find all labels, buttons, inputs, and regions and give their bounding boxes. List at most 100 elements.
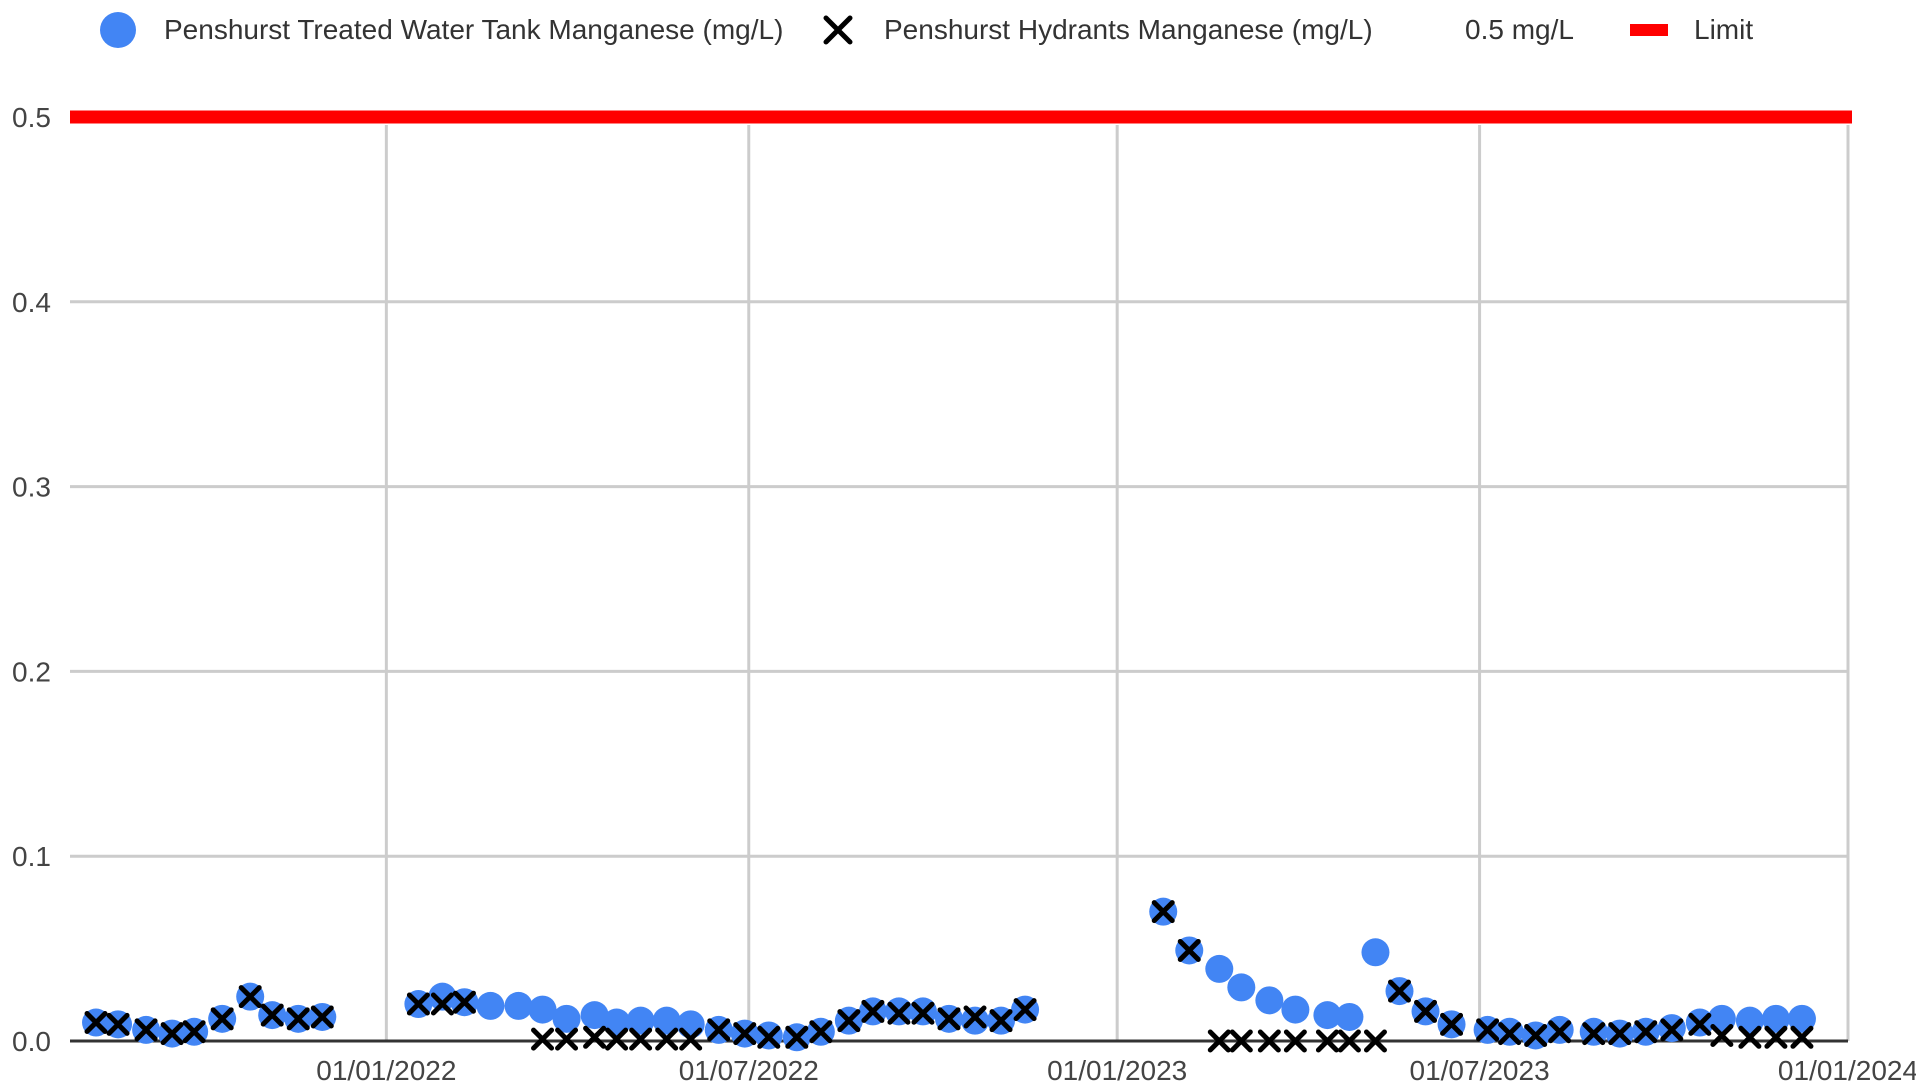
hydrant-point <box>1608 1022 1632 1046</box>
hydrant-point <box>1582 1022 1606 1046</box>
hydrant-point <box>785 1025 809 1049</box>
hydrant-point <box>84 1011 108 1035</box>
hydrant-point <box>1790 1025 1814 1049</box>
legend-label-hydrants: Penshurst Hydrants Manganese (mg/L) <box>884 14 1373 45</box>
x-tick-label: 01/01/2022 <box>316 1055 456 1086</box>
tank-point <box>626 1006 655 1035</box>
y-tick-label: 0.1 <box>12 841 51 872</box>
tank-point <box>528 995 557 1024</box>
legend: Penshurst Treated Water Tank Manganese (… <box>0 8 1916 52</box>
tank-point <box>1227 973 1256 1002</box>
hydrant-point <box>1363 1029 1387 1053</box>
hydrant-point <box>605 1027 629 1051</box>
tank-point <box>1205 954 1234 983</box>
hydrant-point <box>210 1007 234 1031</box>
hydrant-point <box>1013 998 1037 1022</box>
y-tick-label: 0.2 <box>12 656 51 687</box>
legend-label-limit: Limit <box>1694 14 1754 45</box>
tank-point <box>504 991 533 1020</box>
hydrant-point <box>452 990 476 1014</box>
hydrant-point <box>707 1018 731 1042</box>
legend-item-limit[interactable]: Limit <box>1630 8 1753 52</box>
hydrant-point <box>989 1009 1013 1033</box>
tank-point <box>1335 1002 1364 1031</box>
y-tick-label: 0.3 <box>12 472 51 503</box>
hydrant-point <box>1257 1029 1281 1053</box>
hydrant-point <box>260 1003 284 1027</box>
tank-point <box>1281 995 1310 1024</box>
hydrant-point <box>679 1027 703 1051</box>
hydrant-point <box>1177 938 1201 962</box>
hydrant-point <box>837 1009 861 1033</box>
tank-point <box>1313 1001 1342 1030</box>
hydrant-point <box>1388 979 1411 1003</box>
hydrant-point <box>182 1020 206 1044</box>
hydrant-point <box>733 1022 757 1046</box>
hydrant-point <box>861 999 885 1023</box>
hydrant-point <box>809 1020 833 1044</box>
hydrant-point <box>430 992 454 1016</box>
tank-point <box>552 1004 581 1033</box>
hydrant-point <box>963 1005 987 1029</box>
hydrant-point <box>1710 1023 1734 1047</box>
hydrant-point <box>238 985 262 1009</box>
tank-point <box>961 1006 990 1035</box>
hydrant-point <box>160 1022 184 1046</box>
hydrant-point <box>757 1025 781 1049</box>
legend-limit-swatch-icon <box>1630 24 1668 36</box>
hydrant-point <box>406 992 430 1016</box>
tank-point <box>1361 938 1390 967</box>
hydrant-point <box>583 1025 607 1049</box>
tank-point <box>652 1006 681 1035</box>
legend-x-marker-icon <box>820 12 856 48</box>
hydrant-point <box>1207 1029 1231 1053</box>
tank-point <box>580 1001 609 1030</box>
hydrant-point <box>531 1027 555 1051</box>
hydrant-point <box>1660 1018 1684 1042</box>
hydrant-point <box>1738 1025 1762 1049</box>
hydrant-point <box>1634 1020 1658 1044</box>
hydrant-point <box>555 1027 579 1051</box>
hydrant-point <box>1548 1020 1572 1044</box>
hydrant-point <box>655 1027 679 1051</box>
tank-point <box>1255 986 1284 1015</box>
hydrant-point <box>106 1012 130 1036</box>
hydrant-point <box>937 1007 961 1031</box>
hydrant-point <box>134 1018 158 1042</box>
x-tick-label: 01/01/2024 <box>1778 1055 1916 1086</box>
x-tick-label: 01/01/2023 <box>1047 1055 1187 1086</box>
tank-point <box>1761 1004 1790 1033</box>
y-tick-label: 0.0 <box>12 1026 51 1057</box>
legend-item-value: 0.5 mg/L <box>1465 8 1574 52</box>
hydrant-point <box>1229 1029 1253 1053</box>
hydrant-point <box>1283 1029 1307 1053</box>
legend-label-value: 0.5 mg/L <box>1465 14 1574 45</box>
hydrant-point <box>1524 1023 1548 1047</box>
tank-point <box>428 982 457 1011</box>
x-tick-label: 01/07/2022 <box>679 1055 819 1086</box>
hydrant-point <box>1337 1029 1361 1053</box>
hydrant-point <box>1414 999 1438 1023</box>
tank-point <box>676 1010 705 1039</box>
hydrant-point <box>1440 1012 1464 1036</box>
hydrant-point <box>1498 1022 1522 1046</box>
y-tick-label: 0.5 <box>12 102 51 133</box>
legend-item-hydrants[interactable]: Penshurst Hydrants Manganese (mg/L) <box>820 8 1373 52</box>
hydrant-point <box>629 1027 653 1051</box>
hydrant-point <box>1315 1029 1339 1053</box>
tank-point <box>1787 1004 1816 1033</box>
hydrant-point <box>1476 1018 1500 1042</box>
hydrant-point <box>1688 1012 1712 1036</box>
hydrant-point <box>286 1007 310 1031</box>
legend-label-tank: Penshurst Treated Water Tank Manganese (… <box>164 14 784 45</box>
tank-point <box>476 991 505 1020</box>
hydrant-point <box>1764 1025 1788 1049</box>
hydrant-point <box>887 1001 911 1025</box>
y-tick-label: 0.4 <box>12 287 51 318</box>
hydrant-point <box>911 1001 935 1025</box>
legend-circle-marker-icon <box>100 12 136 48</box>
legend-item-tank[interactable]: Penshurst Treated Water Tank Manganese (… <box>100 8 783 52</box>
x-tick-label: 01/07/2023 <box>1410 1055 1550 1086</box>
